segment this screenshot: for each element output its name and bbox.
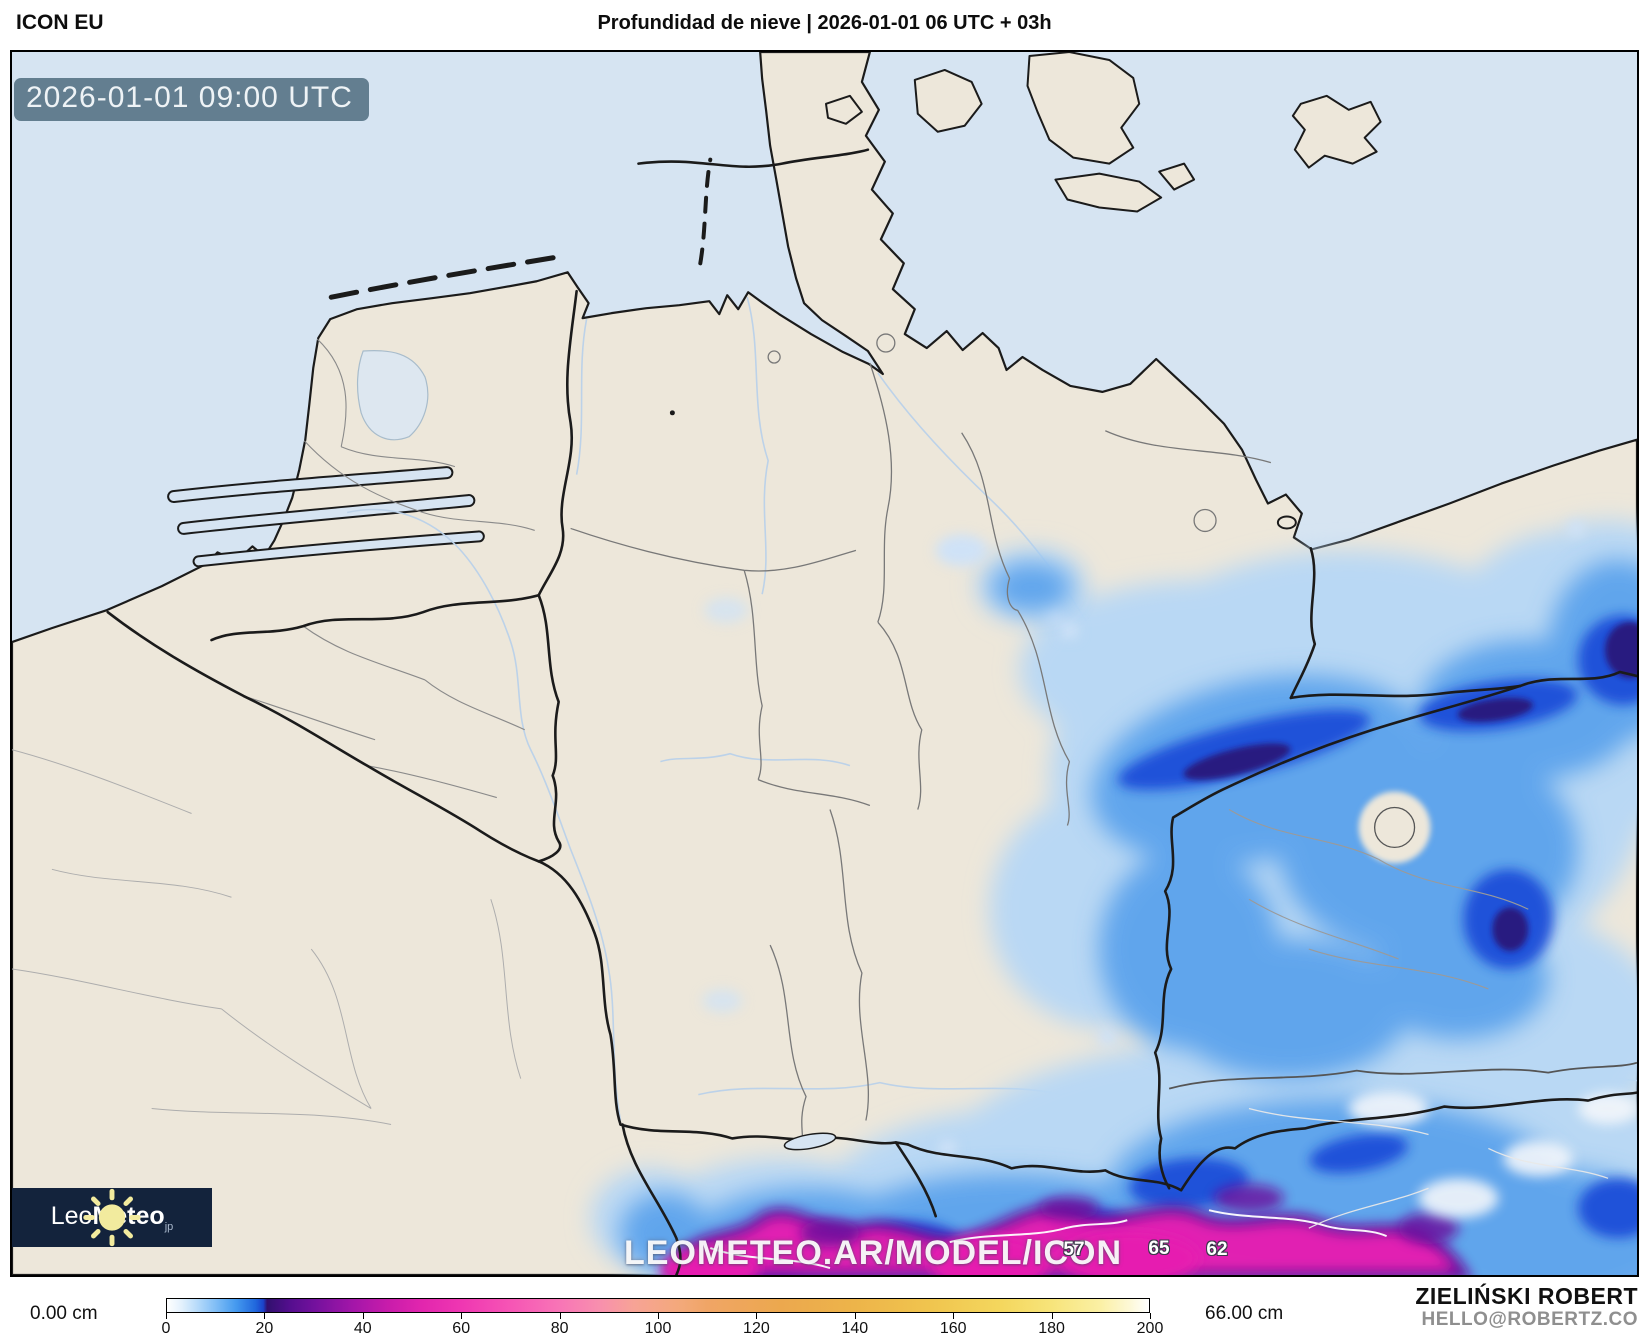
national-borders xyxy=(106,148,1637,1275)
islands xyxy=(824,52,1382,530)
ijsselmeer-lake xyxy=(356,350,429,441)
regional-borders xyxy=(12,333,1637,1143)
colorbar-tick xyxy=(1150,1313,1151,1319)
lake-constance xyxy=(783,1132,837,1151)
map-canvas: 2026-01-01 09:00 UTC LEOMETEO.AR/MODEL/I… xyxy=(10,50,1639,1277)
station-value: 65 xyxy=(1148,1238,1170,1259)
colorbar-tick xyxy=(461,1313,463,1319)
leometeo-logo: LeoMeteojp xyxy=(12,1188,212,1247)
colorbar-tick xyxy=(658,1313,659,1319)
legend-max-label: 66.00 cm xyxy=(1205,1303,1284,1324)
colorbar-tick-label: 160 xyxy=(939,1320,967,1337)
station-value: 62 xyxy=(1206,1239,1228,1260)
alpine-white-borders xyxy=(709,1107,1609,1269)
colorbar-tick xyxy=(166,1313,167,1319)
legend-min-label: 0.00 cm xyxy=(30,1303,98,1324)
colorbar-tick xyxy=(1051,1313,1053,1319)
colorbar xyxy=(166,1298,1150,1313)
colorbar-tick-label: 120 xyxy=(743,1320,770,1337)
colorbar-tick-label: 40 xyxy=(353,1320,372,1337)
colorbar-tick-label: 180 xyxy=(1038,1320,1065,1337)
sun-icon xyxy=(83,1188,141,1247)
station-value: 57 xyxy=(1063,1239,1085,1260)
colorbar-tick-label: 0 xyxy=(161,1320,171,1337)
colorbar-tick xyxy=(559,1313,561,1319)
colorbar-tick-label: 80 xyxy=(550,1320,569,1337)
map-title: Profundidad de nieve | 2026-01-01 06 UTC… xyxy=(597,12,1052,34)
credit-contact: HELLO@ROBERTZ.CO xyxy=(1421,1309,1638,1330)
wadden-islands xyxy=(328,254,559,300)
prague-clear-area xyxy=(1358,791,1431,864)
map-graphic xyxy=(12,52,1637,1275)
watermark: LEOMETEO.AR/MODEL/ICON xyxy=(624,1234,1122,1272)
colorbar-ticks: 0 20 40 60 80 100 120 140 160 180 200 xyxy=(162,1313,1163,1337)
colorbar-tick xyxy=(362,1313,364,1319)
helgoland-island xyxy=(669,410,675,416)
colorbar-tick-label: 140 xyxy=(841,1320,869,1337)
colorbar-tick xyxy=(264,1313,266,1319)
colorbar-tick xyxy=(756,1313,758,1319)
model-name: ICON EU xyxy=(16,11,104,34)
colorbar-tick-label: 100 xyxy=(644,1320,672,1337)
colorbar-tick xyxy=(854,1313,856,1319)
timestamp-badge: 2026-01-01 09:00 UTC xyxy=(14,78,369,121)
alps-heavy-snow xyxy=(660,1184,1470,1275)
snow-depth-overlay xyxy=(590,520,1637,1275)
colorbar-tick-label: 60 xyxy=(452,1320,471,1337)
zeeland-channels xyxy=(167,466,485,568)
north-frisian-islands xyxy=(698,157,713,266)
colorbar-tick-label: 200 xyxy=(1136,1320,1164,1337)
colorbar-tick xyxy=(953,1313,955,1319)
colorbar-tick-label: 20 xyxy=(255,1320,274,1337)
credit-author: ZIELIŃSKI ROBERT xyxy=(1415,1283,1638,1309)
